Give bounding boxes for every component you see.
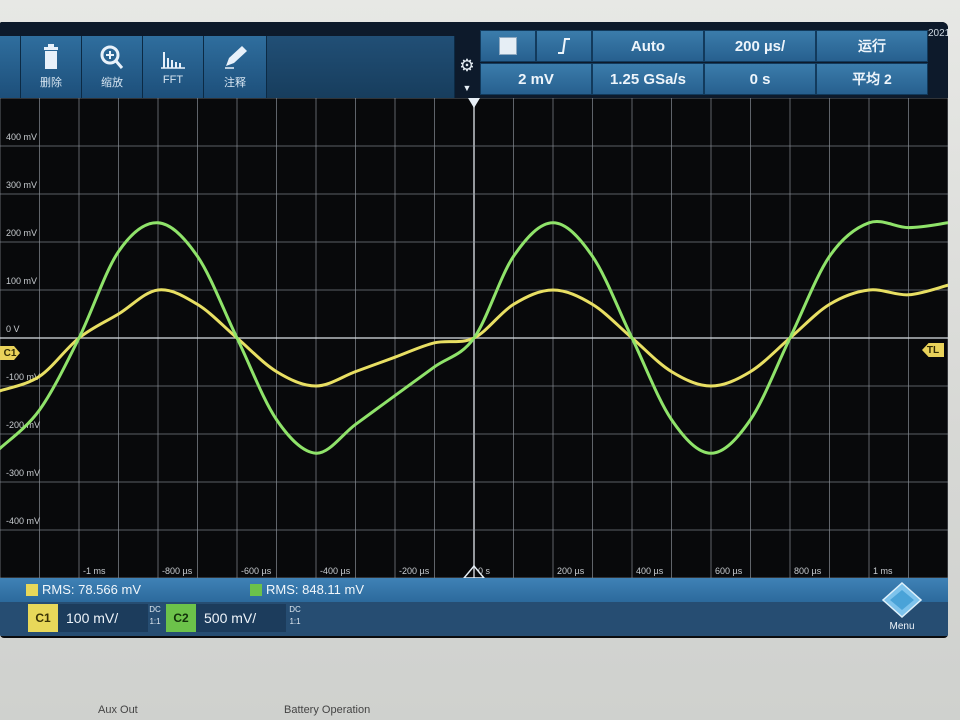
annotate-button[interactable]: 注释 (204, 36, 267, 98)
menu-label: Menu (889, 621, 915, 632)
trigger-edge-cell[interactable] (536, 30, 592, 62)
measurement-bar: RMS: 78.566 mV RMS: 848.11 mV (0, 578, 948, 602)
c1-coupling-mode: DC (149, 605, 161, 614)
timebase-scale[interactable]: 200 µs/ (704, 30, 816, 62)
menu-button[interactable]: Menu (878, 581, 926, 634)
y-tick-label: 300 mV (6, 180, 37, 190)
c2-scale[interactable]: 500 mV/ (196, 604, 286, 632)
x-tick-label: 1 ms (873, 566, 893, 576)
c1-probe-ratio: 1:1 (149, 617, 161, 626)
c2-coupling: DC 1:1 (288, 604, 302, 628)
x-tick-label: 800 µs (794, 566, 822, 576)
x-tick-label: -200 µs (399, 566, 430, 576)
c1-level-marker[interactable]: C1 (0, 346, 20, 360)
y-tick-label: 200 mV (6, 228, 37, 238)
channel-bar: C1 100 mV/ DC 1:1 C2 500 mV/ DC 1:1 (0, 602, 948, 636)
trigger-source-swatch[interactable] (480, 30, 536, 62)
zoom-label: 缩放 (101, 77, 123, 89)
trash-icon (44, 44, 58, 69)
trigger-edge-icon (558, 38, 570, 54)
y-tick-label: 400 mV (6, 132, 37, 142)
c1-swatch (26, 583, 38, 596)
fft-label: FFT (162, 74, 184, 86)
fft-button[interactable]: FFT (143, 36, 204, 98)
trace-c2 (0, 220, 948, 455)
y-tick-label: 100 mV (6, 276, 37, 286)
x-tick-label: -800 µs (162, 566, 193, 576)
y-tick-label: -100 mV (6, 372, 40, 382)
zoom-button[interactable]: 缩放 (82, 36, 143, 98)
trigger-level-marker[interactable]: TL (922, 343, 944, 357)
delete-label: 删除 (40, 77, 62, 89)
annotate-label: 注释 (224, 77, 246, 89)
time-offset[interactable]: 0 s (704, 63, 816, 95)
toolbar-edge-button[interactable] (0, 36, 21, 98)
c1-scale[interactable]: 100 mV/ (58, 604, 148, 632)
x-tick-label: 0 s (478, 566, 491, 576)
settings-gear-icon[interactable]: ⚙ ▼ (459, 56, 475, 93)
y-tick-label: -400 mV (6, 516, 40, 526)
y-tick-label: 0 V (6, 324, 20, 334)
x-tick-label: 600 µs (715, 566, 743, 576)
date-fragment: 2021 (928, 28, 948, 39)
run-state[interactable]: 运行 (816, 30, 928, 62)
x-tick-label: -1 ms (83, 566, 106, 576)
trigger-source-icon (499, 37, 517, 55)
panel-labels: Aux Out Battery Operation (0, 700, 960, 720)
aux-out-label: Aux Out (98, 704, 138, 716)
vertical-scale[interactable]: 2 mV (480, 63, 592, 95)
fft-icon (161, 52, 185, 69)
brand-logo-icon (881, 581, 923, 619)
c2-measurement[interactable]: RMS: 848.11 mV (250, 582, 364, 597)
oscilloscope-screen: 删除 缩放 FFT (0, 22, 948, 638)
c2-coupling-mode: DC (289, 605, 301, 614)
battery-label: Battery Operation (284, 704, 371, 716)
x-tick-label: -400 µs (320, 566, 351, 576)
waveform-svg: 400 mV 300 mV 200 mV 100 mV 0 V -100 mV -200 m… (0, 98, 948, 578)
c2-swatch (250, 583, 262, 596)
acquire-mode[interactable]: 平均 2 (816, 63, 928, 95)
c2-tag[interactable]: C2 (166, 604, 196, 632)
c1-tag[interactable]: C1 (28, 604, 58, 632)
y-tick-label: -300 mV (6, 468, 40, 478)
c1-rms-value: RMS: 78.566 mV (42, 582, 141, 597)
top-toolbar: 删除 缩放 FFT (0, 22, 948, 98)
x-tick-label: 200 µs (557, 566, 585, 576)
waveform-plot[interactable]: 400 mV 300 mV 200 mV 100 mV 0 V -100 mV -200 m… (0, 98, 948, 578)
c1-measurement[interactable]: RMS: 78.566 mV (26, 582, 141, 597)
x-tick-label: -600 µs (241, 566, 272, 576)
trigger-mode[interactable]: Auto (592, 30, 704, 62)
toolbar-empty-area (267, 36, 455, 98)
c1-coupling: DC 1:1 (148, 604, 162, 628)
delete-button[interactable]: 删除 (21, 36, 82, 98)
annotate-pen-icon (225, 46, 247, 69)
c2-rms-value: RMS: 848.11 mV (266, 582, 365, 597)
c2-probe-ratio: 1:1 (289, 617, 301, 626)
trigger-time-marker (468, 98, 480, 108)
zero-time-marker (463, 564, 485, 578)
y-tick-label: -200 mV (6, 420, 40, 430)
zoom-icon (100, 45, 124, 69)
sample-rate[interactable]: 1.25 GSa/s (592, 63, 704, 95)
x-tick-label: 400 µs (636, 566, 664, 576)
